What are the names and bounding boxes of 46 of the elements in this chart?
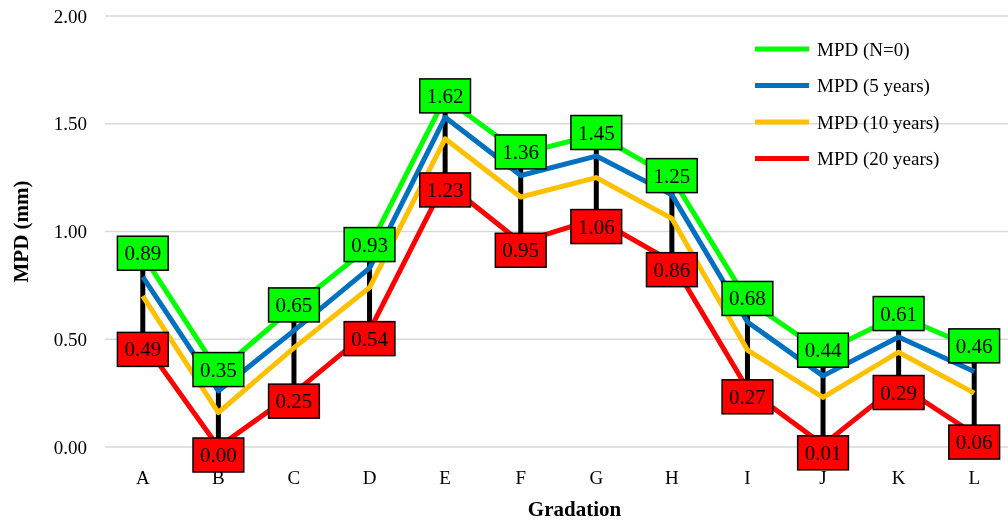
x-axis-title: Gradation — [527, 497, 622, 521]
data-label: 0.29 — [880, 380, 917, 405]
y-axis-title: MPD (mm) — [9, 180, 33, 283]
data-label: 0.06 — [955, 430, 993, 455]
y-tick-label: 1.50 — [53, 113, 87, 135]
data-label: 0.27 — [729, 384, 766, 409]
x-tick-label: C — [287, 467, 301, 489]
data-label: 0.86 — [653, 257, 691, 282]
data-label: 1.06 — [577, 214, 615, 239]
x-tick-label: F — [515, 467, 526, 489]
data-label: 0.61 — [880, 301, 917, 326]
legend-label: MPD (20 years) — [817, 148, 940, 170]
x-tick-label: J — [819, 467, 827, 489]
data-label: 0.35 — [200, 357, 237, 382]
data-label: 0.00 — [200, 443, 237, 467]
data-label: 1.62 — [426, 83, 464, 108]
x-tick-label: I — [744, 467, 751, 489]
y-tick-label: 1.00 — [53, 221, 87, 243]
data-label: 0.54 — [351, 326, 389, 351]
y-tick-label: 0.50 — [53, 328, 87, 350]
data-label: 0.46 — [955, 333, 993, 358]
data-label: 1.23 — [426, 177, 464, 202]
data-label: 0.25 — [275, 389, 313, 414]
data-label: 1.36 — [502, 139, 540, 164]
data-label: 0.01 — [804, 440, 842, 465]
data-label: 0.65 — [275, 292, 313, 317]
data-label: 0.49 — [124, 337, 162, 362]
x-tick-label: L — [968, 467, 981, 489]
data-label: 1.25 — [653, 163, 691, 188]
legend-label: MPD (5 years) — [817, 75, 930, 97]
legend-label: MPD (N=0) — [817, 38, 910, 61]
x-tick-label: H — [665, 467, 680, 489]
x-tick-label: G — [589, 467, 604, 489]
x-tick-label: K — [891, 467, 906, 489]
y-tick-label: 0.00 — [53, 436, 87, 458]
data-label: 0.95 — [502, 238, 540, 263]
data-label: 0.68 — [729, 286, 766, 311]
data-label: 0.89 — [124, 241, 162, 266]
legend-label: MPD (10 years) — [817, 111, 940, 134]
data-label: 0.44 — [804, 338, 842, 363]
data-label: 1.45 — [577, 120, 615, 145]
x-tick-label: E — [439, 467, 451, 489]
y-tick-label: 2.00 — [53, 5, 87, 27]
x-tick-label: D — [362, 467, 377, 489]
x-tick-label: A — [135, 467, 150, 489]
data-label: 0.93 — [351, 232, 388, 257]
